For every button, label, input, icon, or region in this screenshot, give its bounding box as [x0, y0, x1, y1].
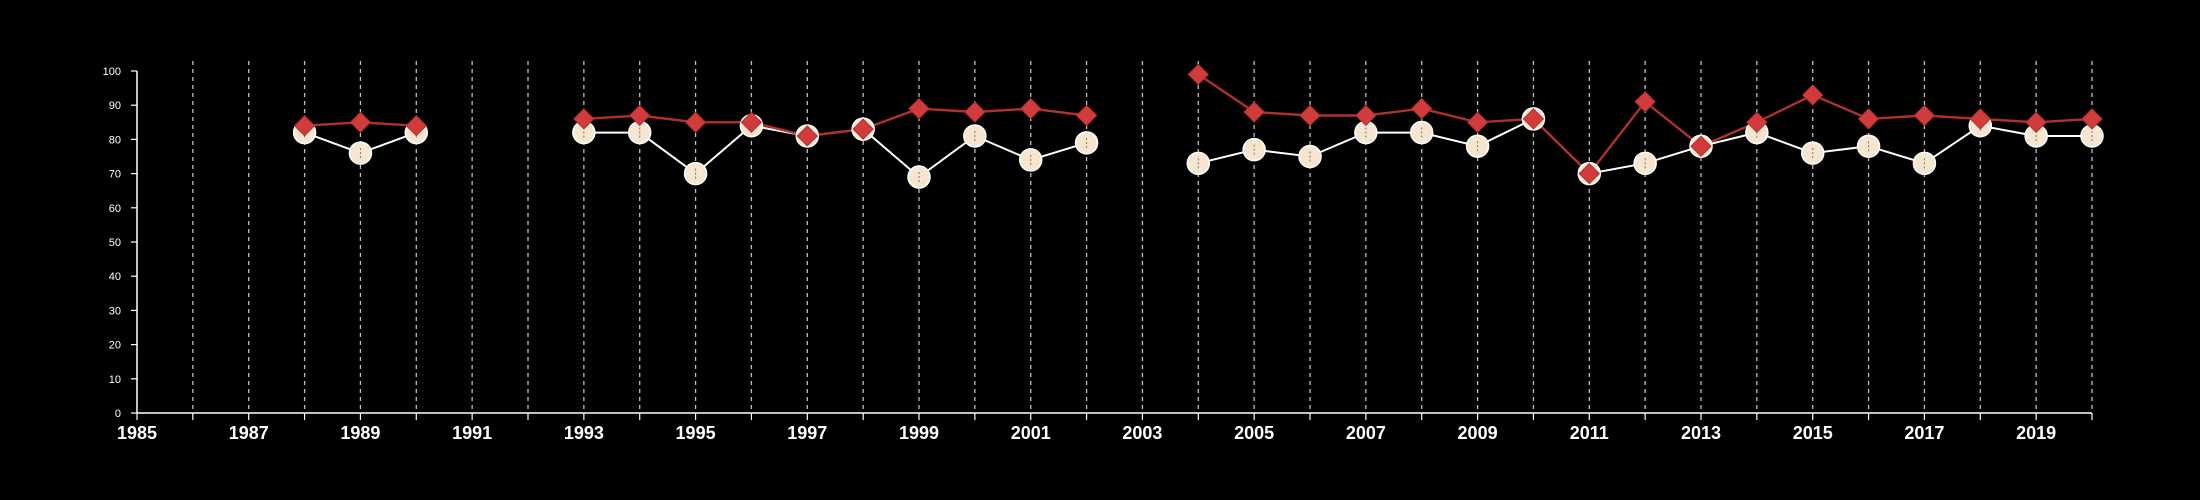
x-tick-label: 2005 [1234, 423, 1274, 443]
diamond-point [964, 101, 986, 123]
x-tick-label: 2017 [1904, 423, 1944, 443]
x-tick-label: 2019 [2016, 423, 2056, 443]
x-tick-label: 1995 [676, 423, 716, 443]
diamond-point [349, 111, 372, 134]
diamond-point [1299, 104, 1321, 127]
diamond-point [908, 97, 930, 120]
diamond-point [573, 108, 595, 130]
x-axis-ticks: 1985 1987 1989 1991 1993 1995 1997 1999 2001 2003… [117, 413, 2093, 443]
y-tick-label: 0 [115, 408, 121, 420]
y-tick-label: 60 [109, 203, 121, 215]
y-tick-label: 80 [109, 134, 121, 146]
diamond-point [2025, 111, 2047, 134]
y-tick-label: 50 [109, 237, 121, 249]
y-tick-label: 30 [109, 305, 121, 317]
x-tick-label: 1993 [564, 423, 604, 443]
diamond-point [1690, 135, 1712, 157]
x-tick-label: 1987 [229, 423, 269, 443]
y-axis-ticks: 0 10 20 30 40 50 60 70 80 90 100 [103, 66, 137, 420]
y-tick-label: 10 [109, 374, 121, 386]
diamond-point [1802, 84, 1824, 106]
diamond-point [1969, 108, 1991, 130]
x-tick-label: 2001 [1011, 423, 1051, 443]
diamond-point [1522, 108, 1545, 130]
diamond-point [1466, 111, 1489, 134]
diamond-point [1243, 101, 1265, 123]
y-tick-label: 20 [109, 340, 121, 352]
x-tick-label: 2013 [1681, 423, 1721, 443]
x-tick-label: 1997 [787, 423, 827, 443]
diamond-point [293, 115, 316, 137]
diamond-point [796, 125, 818, 147]
diamond-point [1857, 108, 1880, 130]
y-tick-label: 70 [109, 169, 121, 181]
diamond-point [405, 115, 427, 137]
y-tick-label: 40 [109, 271, 121, 283]
series-2-line [583, 107, 1087, 138]
x-tick-label: 1991 [452, 423, 492, 443]
x-tick-label: 1989 [340, 423, 380, 443]
diamond-point [1411, 97, 1433, 120]
diamond-point [1020, 97, 1042, 120]
x-tick-label: 2009 [1458, 423, 1498, 443]
x-tick-label: 1999 [899, 423, 939, 443]
diamond-point [740, 111, 763, 134]
diamond-point [1913, 104, 1936, 127]
diamond-point [684, 111, 707, 134]
diamond-point [1578, 162, 1600, 185]
diamond-point [1187, 63, 1209, 86]
diamond-point [1634, 91, 1656, 113]
x-tick-label: 1985 [117, 423, 157, 443]
diamond-point [1355, 104, 1377, 127]
x-tick-label: 2015 [1793, 423, 1833, 443]
x-tick-label: 2011 [1570, 423, 1609, 443]
diamond-point [629, 104, 651, 127]
diamond-point [852, 118, 874, 140]
y-tick-label: 100 [103, 66, 121, 78]
y-tick-label: 90 [109, 100, 121, 112]
diamond-point [1746, 111, 1768, 134]
x-tick-label: 2003 [1122, 423, 1162, 443]
diamond-point [1075, 104, 1098, 127]
x-tick-label: 2007 [1346, 423, 1386, 443]
diamond-point [2081, 108, 2103, 130]
series-markers [292, 63, 2104, 189]
